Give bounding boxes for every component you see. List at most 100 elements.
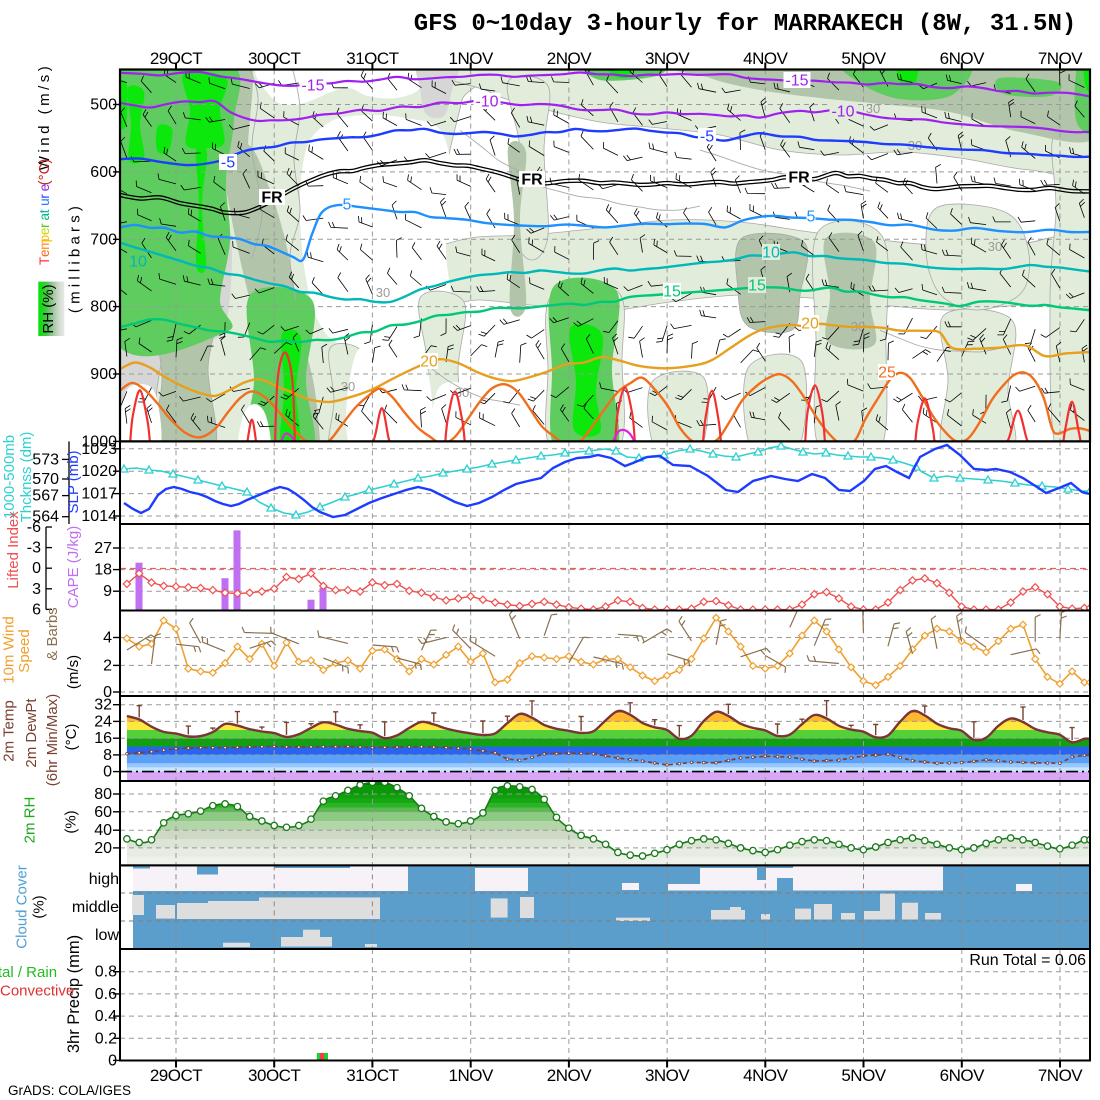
svg-text:3NOV: 3NOV: [645, 1066, 690, 1085]
svg-text:T: T: [37, 257, 52, 265]
svg-text:-10: -10: [831, 104, 854, 121]
svg-text:0.2: 0.2: [95, 1030, 117, 1047]
svg-text:(%): (%): [63, 810, 80, 833]
svg-text:27: 27: [94, 540, 112, 557]
svg-text:FR: FR: [521, 172, 543, 189]
svg-text:Total / Rain: Total / Rain: [0, 964, 57, 981]
svg-text:10: 10: [762, 245, 780, 262]
svg-text:0: 0: [108, 1052, 117, 1069]
svg-text:80: 80: [94, 786, 112, 803]
svg-text:30OCT: 30OCT: [248, 49, 300, 68]
svg-text:4NOV: 4NOV: [743, 49, 788, 68]
svg-text:e: e: [37, 228, 52, 236]
svg-text:700: 700: [90, 231, 117, 248]
svg-text:10m Wind: 10m Wind: [1, 616, 18, 684]
svg-text:Speed: Speed: [16, 629, 33, 672]
svg-text:3NOV: 3NOV: [645, 49, 690, 68]
svg-text:-15: -15: [785, 73, 808, 90]
svg-text:25: 25: [878, 365, 896, 382]
svg-text:r: r: [37, 223, 52, 228]
svg-text:(6hr Min/Max): (6hr Min/Max): [44, 694, 61, 787]
svg-text:5: 5: [807, 209, 816, 226]
svg-text:Cloud Cover: Cloud Cover: [14, 865, 31, 948]
svg-text:2: 2: [103, 657, 112, 674]
svg-text:-3: -3: [27, 540, 41, 557]
svg-text:middle: middle: [72, 899, 119, 916]
svg-text:Thcknss (dm): Thcknss (dm): [18, 432, 35, 523]
svg-text:-10: -10: [475, 94, 498, 111]
svg-text:7NOV: 7NOV: [1038, 49, 1083, 68]
svg-text:a: a: [37, 213, 52, 221]
svg-text:high: high: [89, 871, 119, 888]
svg-text:-5: -5: [221, 155, 235, 172]
svg-text:32: 32: [94, 697, 112, 714]
svg-text:FR: FR: [788, 170, 810, 187]
svg-text:t: t: [37, 209, 52, 213]
svg-text:20: 20: [94, 840, 112, 857]
svg-text:500: 500: [90, 97, 117, 114]
svg-text:1023: 1023: [81, 441, 117, 458]
svg-text:-6: -6: [27, 519, 41, 536]
svg-text:24: 24: [94, 713, 112, 730]
svg-text:3hr Precip (mm): 3hr Precip (mm): [65, 935, 83, 1053]
svg-text:GFS 0~10day 3-hourly for MARRA: GFS 0~10day 3-hourly for MARRAKECH (8W, …: [414, 11, 1077, 38]
svg-text:29OCT: 29OCT: [150, 1066, 202, 1085]
svg-text:31OCT: 31OCT: [346, 1066, 398, 1085]
svg-text:31OCT: 31OCT: [346, 49, 398, 68]
svg-text:30: 30: [376, 285, 390, 300]
svg-text:8: 8: [103, 747, 112, 764]
svg-text:900: 900: [90, 366, 117, 383]
svg-text:Convective: Convective: [0, 983, 74, 1000]
svg-text:30: 30: [866, 101, 880, 116]
svg-text:6: 6: [32, 601, 41, 618]
svg-text:5NOV: 5NOV: [841, 49, 886, 68]
svg-text:0: 0: [32, 560, 41, 577]
svg-text:29OCT: 29OCT: [150, 49, 202, 68]
svg-text:30: 30: [341, 379, 355, 394]
svg-text:low: low: [95, 927, 119, 944]
svg-text:564: 564: [32, 509, 59, 526]
svg-text:18: 18: [94, 562, 112, 579]
svg-text:30OCT: 30OCT: [248, 1066, 300, 1085]
svg-text:-15: -15: [301, 78, 324, 95]
svg-text:CAPE (J/kg): CAPE (J/kg): [65, 526, 82, 609]
svg-text:60: 60: [94, 804, 112, 821]
svg-text:(%): (%): [31, 895, 48, 918]
svg-text:20: 20: [801, 316, 819, 333]
svg-text:30: 30: [988, 239, 1002, 254]
svg-text:r: r: [37, 194, 52, 199]
svg-text:0.4: 0.4: [95, 1008, 117, 1025]
svg-text:(millibars): (millibars): [67, 202, 84, 313]
svg-text:1000-500mb: 1000-500mb: [1, 435, 18, 519]
svg-text:0.6: 0.6: [95, 986, 117, 1003]
svg-text:e: e: [37, 184, 52, 192]
svg-text:2m RH: 2m RH: [22, 797, 39, 844]
svg-text:SLP (mb): SLP (mb): [65, 450, 82, 513]
svg-text:2NOV: 2NOV: [547, 1066, 592, 1085]
svg-text:20: 20: [420, 354, 438, 371]
svg-text:5NOV: 5NOV: [841, 1066, 886, 1085]
svg-text:16: 16: [94, 730, 112, 747]
svg-text:800: 800: [90, 299, 117, 316]
svg-text:570: 570: [32, 471, 59, 488]
svg-text:6NOV: 6NOV: [940, 1066, 985, 1085]
svg-text:& Barbs: & Barbs: [44, 607, 61, 660]
svg-text:9: 9: [103, 583, 112, 600]
svg-text:4: 4: [103, 630, 112, 647]
svg-text:573: 573: [32, 451, 59, 468]
svg-text:2NOV: 2NOV: [547, 49, 592, 68]
svg-text:(m/s): (m/s): [65, 655, 82, 689]
svg-text:Wind (m/s): Wind (m/s): [36, 63, 53, 171]
svg-text:0: 0: [103, 764, 112, 781]
svg-text:1000: 1000: [81, 433, 117, 450]
svg-text:600: 600: [90, 164, 117, 181]
svg-text:5: 5: [343, 197, 352, 214]
svg-text:-5: -5: [700, 129, 714, 146]
svg-text:15: 15: [748, 278, 766, 295]
svg-text:p: p: [37, 235, 52, 243]
svg-text:GrADS: COLA/IGES: GrADS: COLA/IGES: [8, 1083, 131, 1098]
svg-text:1020: 1020: [81, 463, 117, 480]
svg-text:(°C): (°C): [63, 724, 80, 751]
svg-text:3: 3: [32, 581, 41, 598]
svg-text:0.8: 0.8: [95, 964, 117, 981]
